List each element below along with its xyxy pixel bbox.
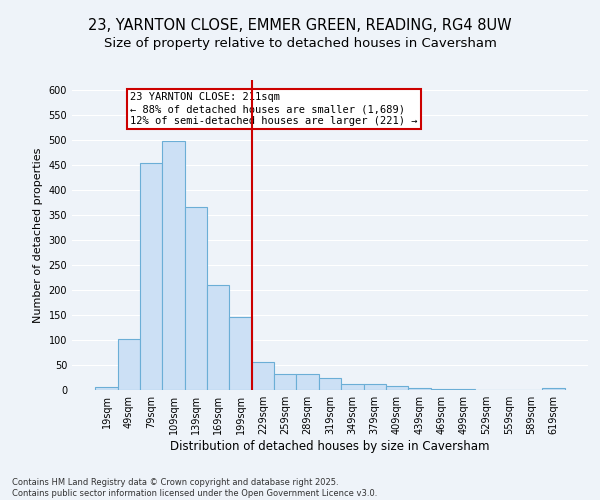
X-axis label: Distribution of detached houses by size in Caversham: Distribution of detached houses by size … xyxy=(170,440,490,453)
Bar xyxy=(431,389,453,390)
Bar xyxy=(341,384,364,390)
Bar xyxy=(542,388,565,390)
Bar xyxy=(319,378,341,390)
Bar xyxy=(140,162,163,390)
Bar xyxy=(408,388,431,390)
Bar xyxy=(274,374,296,390)
Text: Size of property relative to detached houses in Caversham: Size of property relative to detached ho… xyxy=(104,38,496,51)
Bar xyxy=(118,338,140,390)
Y-axis label: Number of detached properties: Number of detached properties xyxy=(33,148,43,322)
Text: 23, YARNTON CLOSE, EMMER GREEN, READING, RG4 8UW: 23, YARNTON CLOSE, EMMER GREEN, READING,… xyxy=(88,18,512,32)
Bar xyxy=(207,285,229,390)
Bar xyxy=(185,206,207,390)
Bar xyxy=(386,386,408,390)
Bar xyxy=(229,316,252,390)
Bar xyxy=(453,389,475,390)
Bar xyxy=(296,374,319,390)
Bar xyxy=(163,141,185,390)
Bar xyxy=(364,384,386,390)
Bar xyxy=(252,362,274,390)
Text: 23 YARNTON CLOSE: 211sqm
← 88% of detached houses are smaller (1,689)
12% of sem: 23 YARNTON CLOSE: 211sqm ← 88% of detach… xyxy=(130,92,418,126)
Text: Contains HM Land Registry data © Crown copyright and database right 2025.
Contai: Contains HM Land Registry data © Crown c… xyxy=(12,478,377,498)
Bar xyxy=(95,386,118,390)
